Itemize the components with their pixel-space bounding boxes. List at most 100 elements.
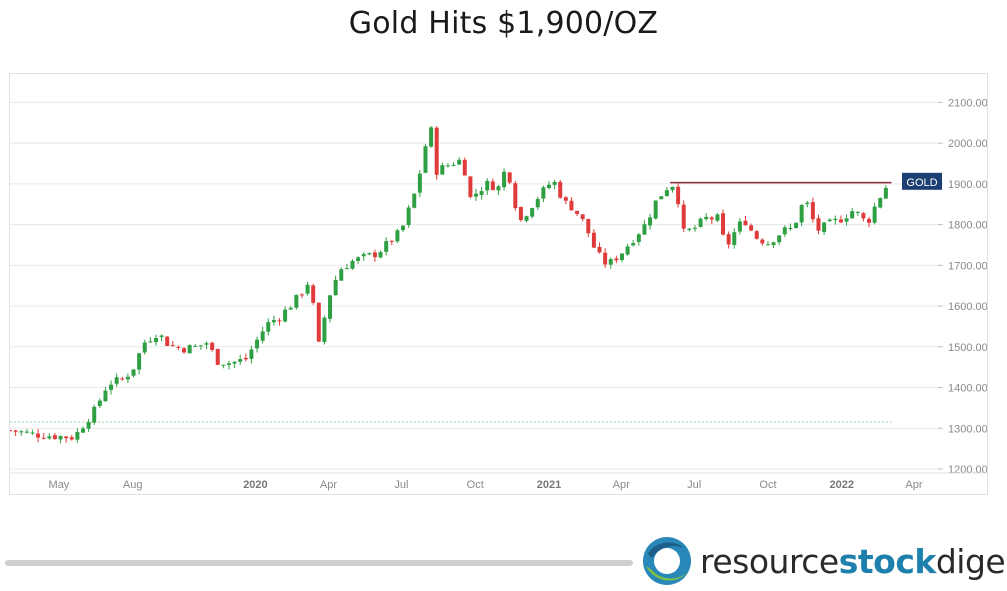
candle-body <box>440 165 445 175</box>
candle-body <box>75 431 80 440</box>
candle-body <box>844 218 849 222</box>
y-tick-label: 1700.00 <box>948 260 987 272</box>
footer-divider-bar <box>5 560 633 566</box>
candle-body <box>681 204 686 229</box>
candle-body <box>170 345 175 347</box>
candle-body <box>423 146 428 173</box>
candle-body <box>771 242 776 246</box>
candle-body <box>198 345 203 347</box>
candle-body <box>709 217 714 220</box>
candle-body <box>41 437 46 439</box>
candle-body <box>816 218 821 231</box>
candle-body <box>182 348 187 353</box>
candle-body <box>670 186 675 191</box>
candle-body <box>283 309 288 322</box>
y-tick-label: 2000.00 <box>948 138 987 150</box>
candle-body <box>137 353 142 370</box>
candle-body <box>530 208 535 217</box>
candle-body <box>636 234 641 242</box>
candle-body <box>676 186 681 205</box>
candle-body <box>619 253 624 261</box>
candle-body <box>569 200 574 211</box>
candle-body <box>861 213 866 219</box>
candle-body <box>294 294 299 308</box>
candle-body <box>361 254 366 257</box>
candle-body <box>344 268 349 270</box>
candle-body <box>535 199 540 208</box>
circle-swoosh-logo-icon <box>643 537 691 585</box>
candle-body <box>788 227 793 229</box>
candle-body <box>692 227 697 229</box>
candle-body <box>513 183 518 209</box>
candle-body <box>698 218 703 227</box>
x-tick-label: Apr <box>613 479 630 491</box>
candle-body <box>30 432 35 434</box>
candle-body <box>827 219 832 222</box>
x-tick-label: May <box>49 479 70 491</box>
candle-body <box>131 369 136 376</box>
candle-body <box>417 173 422 193</box>
candle-body <box>86 422 91 429</box>
x-tick-label: 2020 <box>243 479 267 491</box>
candle-body <box>125 376 130 380</box>
candle-body <box>406 207 411 226</box>
candle-body <box>378 252 383 258</box>
candle-body <box>333 279 338 296</box>
candle-body <box>794 222 799 229</box>
candle-body <box>575 210 580 214</box>
candle-body <box>507 172 512 183</box>
candle-body <box>277 320 282 322</box>
candle-body <box>103 390 108 402</box>
candle-body <box>591 232 596 248</box>
candle-body <box>19 431 24 433</box>
candle-body <box>782 227 787 235</box>
chart-frame: 1200.00 1300.00 1400.00 1500.00 1600.00 1700.… <box>9 73 988 495</box>
candle-body <box>389 240 394 242</box>
brand-name-part3: digest <box>935 542 1007 581</box>
candle-body <box>114 377 119 384</box>
candle-body <box>142 342 147 353</box>
candle-body <box>878 198 883 208</box>
candle-body <box>193 345 198 347</box>
candle-body <box>732 232 737 245</box>
candle-body <box>474 193 479 197</box>
candle-body <box>822 222 827 232</box>
candle-body <box>687 228 692 230</box>
candle-body <box>805 202 810 205</box>
candle-body <box>299 294 304 296</box>
y-tick-label: 1300.00 <box>948 423 987 435</box>
candle-body <box>69 437 74 440</box>
candle-body <box>350 260 355 269</box>
candle-body <box>249 349 254 359</box>
candle-body <box>721 213 726 235</box>
y-tick-label: 2100.00 <box>948 97 987 109</box>
candle-body <box>715 214 720 221</box>
candle-body <box>653 200 658 219</box>
x-tick-label: Aug <box>123 479 143 491</box>
candle-body <box>215 349 220 365</box>
candle-body <box>872 206 877 223</box>
y-tick-label: 1400.00 <box>948 383 987 395</box>
last-price-label: GOLD <box>906 177 937 189</box>
candle-body <box>260 331 265 341</box>
candle-body <box>586 218 591 234</box>
y-tick-label: 1600.00 <box>948 301 987 313</box>
candle-body <box>47 436 52 439</box>
candle-body <box>204 343 209 345</box>
x-tick-label: Apr <box>320 479 337 491</box>
candle-body <box>367 253 372 255</box>
candle-body <box>479 191 484 195</box>
candle-body <box>838 219 843 223</box>
candle-body <box>541 187 546 199</box>
candle-body <box>518 206 523 221</box>
candle-body <box>232 361 237 364</box>
candle-body <box>867 218 872 223</box>
candle-body <box>810 202 815 220</box>
candle-body <box>737 221 742 232</box>
candle-body <box>552 181 557 185</box>
candle-body <box>148 341 153 343</box>
candle-body <box>243 357 248 360</box>
candle-body <box>339 269 344 281</box>
candle-body <box>883 187 888 199</box>
candle-body <box>743 220 748 226</box>
